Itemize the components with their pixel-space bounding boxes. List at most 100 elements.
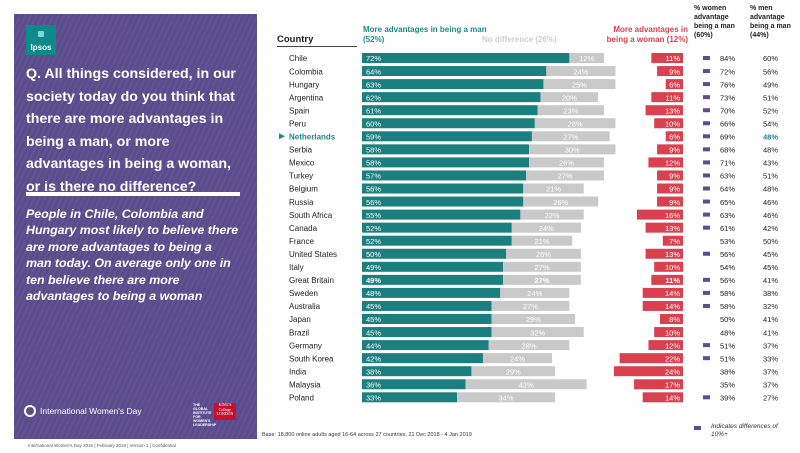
bar-no-difference bbox=[465, 379, 587, 390]
bar-man bbox=[362, 222, 512, 233]
difference-flag-icon bbox=[703, 121, 710, 126]
women-pct-value: 72% bbox=[720, 67, 735, 76]
label-woman: 14% bbox=[665, 394, 680, 403]
label-man: 56% bbox=[366, 198, 381, 207]
label-man: 38% bbox=[366, 367, 381, 376]
difference-flag-icon bbox=[703, 343, 710, 348]
header-country: Country bbox=[277, 34, 314, 45]
bar-woman bbox=[613, 366, 683, 377]
bar-woman bbox=[642, 392, 683, 403]
label-man: 63% bbox=[366, 80, 381, 89]
country-label: Spain bbox=[289, 106, 309, 115]
header-women-pct: % women advantage being a man (60%) bbox=[694, 5, 735, 39]
bar-man bbox=[362, 274, 504, 285]
label-man: 44% bbox=[366, 341, 381, 350]
label-no-difference: 24% bbox=[573, 67, 588, 76]
bar-man bbox=[362, 53, 570, 63]
women-pct-value: 48% bbox=[720, 328, 735, 337]
side-panel bbox=[14, 14, 257, 439]
bar-man bbox=[362, 261, 504, 272]
label-man: 45% bbox=[366, 315, 381, 324]
label-woman: 6% bbox=[669, 133, 680, 142]
difference-flag-icon bbox=[703, 356, 710, 361]
bar-woman bbox=[651, 53, 683, 63]
label-man: 42% bbox=[366, 354, 381, 363]
country-label: France bbox=[289, 237, 314, 246]
bar-no-difference bbox=[488, 340, 570, 351]
header-more-woman: More advantages in being a woman (12%) bbox=[606, 25, 688, 44]
label-man: 49% bbox=[366, 263, 381, 272]
women-pct-value: 69% bbox=[720, 133, 735, 142]
men-pct-value: 50% bbox=[763, 237, 778, 246]
label-woman: 13% bbox=[665, 106, 680, 115]
country-label: United States bbox=[289, 250, 337, 259]
women-pct-value: 65% bbox=[720, 198, 735, 207]
country-label: Chile bbox=[289, 54, 308, 63]
women-pct-value: 53% bbox=[720, 237, 735, 246]
bar-woman bbox=[648, 157, 683, 168]
women-pct-value: 38% bbox=[720, 367, 735, 376]
bar-woman bbox=[619, 353, 683, 364]
country-label: Germany bbox=[289, 341, 322, 350]
men-pct-value: 33% bbox=[763, 354, 778, 363]
label-woman: 12% bbox=[665, 341, 680, 350]
bar-man bbox=[362, 235, 512, 246]
country-label: Peru bbox=[289, 119, 306, 128]
label-man: 50% bbox=[366, 250, 381, 259]
men-pct-value: 37% bbox=[763, 367, 778, 376]
panel-divider bbox=[26, 192, 240, 196]
label-no-difference: 26% bbox=[553, 198, 568, 207]
country-label: Hungary bbox=[289, 80, 319, 89]
base-note: Base: 18,800 online adults aged 16-64 ac… bbox=[262, 432, 472, 438]
label-woman: 12% bbox=[665, 159, 680, 168]
country-label: Serbia bbox=[289, 146, 313, 155]
bar-man bbox=[362, 340, 489, 351]
women-pct-value: 58% bbox=[720, 289, 735, 298]
label-woman: 9% bbox=[669, 185, 680, 194]
kings-college-logo: KING'S College LONDON bbox=[214, 402, 236, 420]
difference-flag-icon bbox=[703, 69, 710, 74]
insight-text: People in Chile, Colombia and Hungary mo… bbox=[26, 207, 239, 304]
label-no-difference: 20% bbox=[562, 93, 577, 102]
bar-man bbox=[362, 92, 541, 103]
label-woman: 8% bbox=[669, 315, 680, 324]
label-no-difference: 42% bbox=[519, 380, 534, 389]
label-no-difference: 32% bbox=[530, 328, 545, 337]
logo-text: Ipsos bbox=[30, 43, 52, 52]
bar-no-difference bbox=[491, 300, 570, 311]
label-woman: 10% bbox=[665, 328, 680, 337]
difference-flag-icon bbox=[703, 160, 710, 165]
panel-texture bbox=[14, 14, 257, 439]
bar-no-difference bbox=[529, 157, 604, 168]
bar-man bbox=[362, 248, 506, 259]
women-pct-value: 64% bbox=[720, 185, 735, 194]
difference-flag-icon bbox=[703, 173, 710, 178]
label-man: 56% bbox=[366, 185, 381, 194]
bar-man bbox=[362, 157, 530, 168]
women-pct-value: 56% bbox=[720, 250, 735, 259]
country-label: Australia bbox=[289, 302, 321, 311]
label-man: 45% bbox=[366, 328, 381, 337]
men-pct-value: 46% bbox=[763, 198, 778, 207]
bar-man bbox=[362, 105, 538, 116]
bar-woman bbox=[654, 261, 683, 272]
bar-man bbox=[362, 131, 532, 142]
bar-woman bbox=[654, 118, 683, 129]
difference-flag-icon bbox=[703, 134, 710, 139]
bar-man bbox=[362, 392, 458, 403]
bar-no-difference bbox=[457, 392, 555, 403]
bar-woman bbox=[657, 170, 683, 181]
bar-woman bbox=[657, 66, 683, 77]
bar-no-difference bbox=[543, 79, 616, 90]
label-no-difference: 27% bbox=[534, 263, 549, 272]
label-no-difference: 28% bbox=[568, 119, 583, 128]
country-label: India bbox=[289, 367, 307, 376]
men-pct-value: 56% bbox=[763, 67, 778, 76]
men-pct-value: 54% bbox=[763, 119, 778, 128]
bar-no-difference bbox=[471, 366, 555, 377]
difference-flag-icon bbox=[703, 277, 710, 282]
difference-flag-icon bbox=[703, 186, 710, 191]
men-pct-value: 60% bbox=[763, 54, 778, 63]
country-label: Malaysia bbox=[289, 380, 321, 389]
